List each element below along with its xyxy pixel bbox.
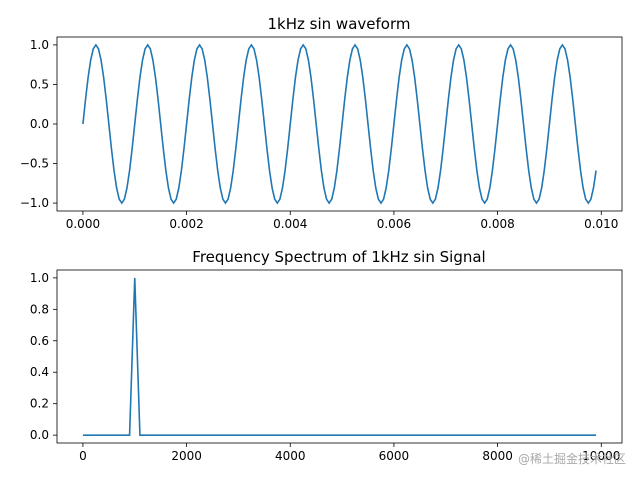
axis-ticks: 0.000 0.002 0.004 0.006 0.008 0.010 −1.0 −0.5 0.… [20,38,619,231]
x-tick-label: 8000 [482,449,513,463]
x-tick-label: 0.000 [66,217,100,231]
x-tick-label: 10000 [582,449,620,463]
chart-sine-waveform: 1kHz sin waveform 0.000 0.002 0.004 0.006 0.… [20,15,623,231]
x-tick-label: 0.010 [584,217,618,231]
y-tick-label: 0.0 [30,428,49,442]
x-tick-label: 0.008 [480,217,514,231]
chart-title: 1kHz sin waveform [268,15,411,33]
y-tick-label: 0.0 [30,117,49,131]
y-tick-label: 0.8 [30,302,49,316]
axes-frame [56,269,623,444]
x-tick-label: 0.006 [377,217,411,231]
x-tick-label: 2000 [171,449,202,463]
y-tick-label: 1.0 [30,38,49,52]
y-tick-label: −0.5 [20,157,49,171]
y-tick-label: −1.0 [20,196,49,210]
chart-title: Frequency Spectrum of 1kHz sin Signal [192,248,485,266]
watermark-text: @稀土掘金技术社区 [518,451,626,466]
x-tick-label: 0 [79,449,87,463]
x-tick-label: 0.002 [169,217,203,231]
series-line [82,43,597,205]
chart-frequency-spectrum: Frequency Spectrum of 1kHz sin Signal 0 2… [30,248,623,463]
x-tick-label: 4000 [275,449,306,463]
x-tick-label: 0.004 [273,217,307,231]
x-tick-label: 6000 [379,449,410,463]
y-tick-label: 0.2 [30,397,49,411]
y-tick-label: 0.5 [30,77,49,91]
axes-frame [56,36,623,212]
y-tick-label: 0.4 [30,365,49,379]
y-tick-label: 0.6 [30,334,49,348]
y-tick-label: 1.0 [30,271,49,285]
axis-ticks: 0 2000 4000 6000 8000 10000 0.0 0.2 0.4 0.6 0.8 1.0 [30,271,620,463]
series-line [82,277,597,436]
